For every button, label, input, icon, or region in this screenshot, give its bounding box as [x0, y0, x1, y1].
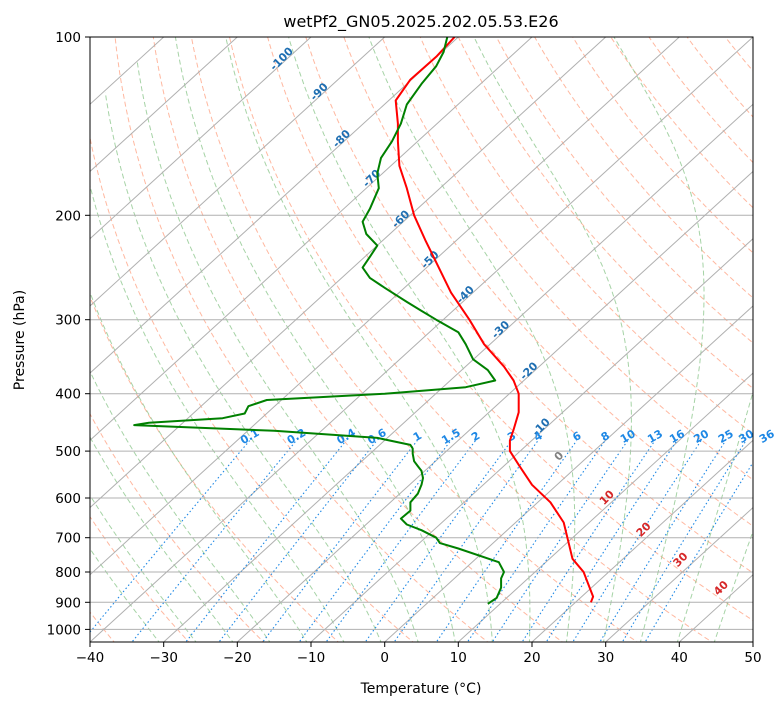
isotherm: [90, 37, 680, 576]
isotherm: [605, 506, 753, 642]
mixing-ratio-line: [262, 440, 418, 642]
y-axis-label: Pressure (hPa): [12, 290, 28, 390]
y-tick-label: 600: [55, 491, 81, 507]
dry-adiabat: [152, 37, 564, 642]
dewpoint-line: [133, 37, 505, 605]
mixing-ratio-line: [218, 440, 378, 642]
mixing-ratio-line: [621, 440, 747, 642]
mixing-ratio-line: [393, 440, 539, 642]
x-tick-label: 0: [380, 650, 389, 666]
y-tick-label: 700: [55, 531, 81, 547]
moist-adiabat: [136, 61, 419, 642]
isotherm: [90, 37, 238, 173]
mixing-ratio-line: [491, 440, 629, 642]
isotherm: [163, 103, 753, 642]
mixing-ratio-line: [572, 440, 702, 642]
temperature-line: [394, 37, 595, 603]
dry-adiabat: [90, 135, 414, 642]
x-axis-label: Temperature (°C): [360, 681, 482, 697]
moist-adiabat: [104, 92, 382, 642]
x-tick-label: −10: [297, 650, 326, 666]
isotherm: [384, 305, 753, 642]
isotherm: [531, 439, 753, 642]
dry-adiabat: [381, 37, 753, 481]
x-tick-label: −30: [149, 650, 178, 666]
x-tick-label: 10: [450, 650, 467, 666]
y-tick-label: 400: [55, 387, 81, 403]
mixing-ratio-label: 36: [757, 427, 775, 446]
isotherm: [90, 37, 607, 509]
y-axis-ticks: 100 200 300 400 500 600 700 800 900 1000: [47, 30, 90, 638]
x-tick-label: 50: [744, 650, 761, 666]
isotherm: [310, 237, 753, 642]
dry-adiabat: [305, 37, 753, 574]
plot-frame: [89, 36, 754, 643]
x-tick-label: −40: [76, 650, 105, 666]
y-tick-label: 100: [55, 30, 81, 46]
mixing-ratio-line: [644, 461, 753, 642]
profile-lines: [133, 37, 595, 605]
moist-adiabat: [90, 436, 234, 642]
y-tick-label: 1000: [47, 622, 81, 638]
isotherm: [90, 37, 533, 442]
isotherm: [236, 170, 753, 642]
x-tick-label: 40: [671, 650, 688, 666]
mixing-ratio-line: [185, 440, 347, 642]
dry-adiabat: [419, 37, 753, 435]
pressure-grid: [90, 37, 753, 630]
isotherm: [752, 641, 753, 642]
mixing-ratio-line: [364, 440, 512, 642]
y-tick-label: 800: [55, 565, 81, 581]
dry-adiabat: [190, 37, 638, 642]
mixing-ratio-line: [466, 440, 606, 642]
isotherm: [90, 37, 753, 642]
moist-adiabat: [90, 291, 308, 642]
dry-adiabat: [753, 24, 775, 645]
y-tick-label: 200: [55, 208, 81, 224]
y-tick-label: 300: [55, 313, 81, 329]
x-axis-ticks: −40 −30 −20 −10 0 10 20 30 40 50: [76, 642, 762, 666]
dry-adiabat: [90, 295, 339, 642]
y-tick-label: 500: [55, 444, 81, 460]
mixing-ratio-line: [599, 440, 727, 642]
y-tick-label: 900: [55, 595, 81, 611]
x-tick-label: −20: [223, 650, 252, 666]
chart-title: wetPf2_GN05.2025.202.05.53.E26: [283, 12, 558, 32]
isotherm: [90, 37, 386, 307]
mixing-ratio-line: [521, 440, 656, 642]
dry-adiabat: [267, 37, 753, 622]
dry-adiabat: [457, 37, 753, 389]
mixing-ratio-line: [545, 440, 678, 642]
x-tick-label: 30: [597, 650, 614, 666]
x-tick-label: 20: [523, 650, 540, 666]
moist-adiabat: [90, 370, 271, 642]
isotherm: [90, 37, 312, 240]
moist-adiabat: [90, 494, 197, 642]
dry-adiabat: [534, 37, 753, 299]
isotherm: [90, 37, 459, 374]
